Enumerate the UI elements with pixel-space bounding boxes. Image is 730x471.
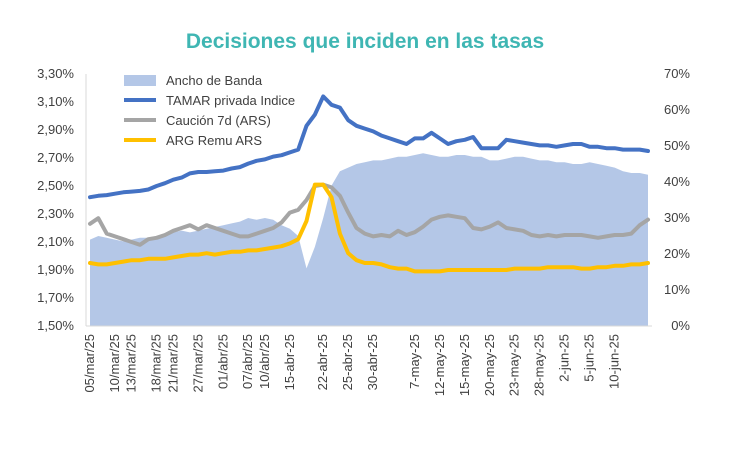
x-tick-label: 21/mar/25 (165, 334, 180, 393)
legend-label: ARG Remu ARS (166, 133, 262, 148)
left-tick-label: 3,30% (37, 66, 74, 81)
legend-label: Caución 7d (ARS) (166, 113, 271, 128)
series-area-ancho-de-banda (90, 153, 648, 326)
x-tick-label: 25-abr-25 (340, 334, 355, 390)
x-tick-label: 01/abr/25 (215, 334, 230, 389)
left-tick-label: 1,50% (37, 318, 74, 333)
series-line-2 (88, 182, 650, 274)
left-tick-label: 3,10% (37, 94, 74, 109)
x-tick-label: 15-may-25 (457, 334, 472, 396)
x-tick-label: 23-may-25 (507, 334, 522, 396)
legend-label: Ancho de Banda (166, 73, 263, 88)
x-tick-label: 22-abr-25 (315, 334, 330, 390)
x-tick-label: 13/mar/25 (124, 334, 139, 393)
legend-swatch-area (124, 75, 156, 86)
series-line-1 (88, 182, 650, 247)
right-tick-label: 70% (664, 66, 690, 81)
x-tick-label: 10/abr/25 (257, 334, 272, 389)
chart-title: Decisiones que inciden en las tasas (185, 30, 545, 53)
x-tick-label: 27/mar/25 (190, 334, 205, 393)
left-tick-label: 2,30% (37, 206, 74, 221)
x-tick-label: 20-may-25 (482, 334, 497, 396)
right-tick-label: 40% (664, 174, 690, 189)
left-tick-label: 1,70% (37, 290, 74, 305)
x-tick-label: 30-abr-25 (365, 334, 380, 390)
left-tick-label: 1,90% (37, 262, 74, 277)
legend-label: TAMAR privada Indice (166, 93, 295, 108)
right-tick-label: 50% (664, 138, 690, 153)
x-tick-label: 05/mar/25 (82, 334, 97, 393)
left-tick-label: 2,90% (37, 122, 74, 137)
x-tick-label: 5-jun-25 (582, 334, 597, 382)
x-tick-label: 15-abr-25 (282, 334, 297, 390)
right-tick-label: 10% (664, 282, 690, 297)
x-tick-label: 10-jun-25 (607, 334, 622, 389)
x-tick-label: 07/abr/25 (240, 334, 255, 389)
x-tick-label: 12-may-25 (432, 334, 447, 396)
x-tick-label: 28-may-25 (532, 334, 547, 396)
left-tick-label: 2,50% (37, 178, 74, 193)
left-tick-label: 2,10% (37, 234, 74, 249)
left-tick-label: 2,70% (37, 150, 74, 165)
right-tick-label: 30% (664, 210, 690, 225)
right-tick-label: 60% (664, 102, 690, 117)
x-tick-label: 18/mar/25 (149, 334, 164, 393)
right-tick-label: 20% (664, 246, 690, 261)
x-tick-label: 2-jun-25 (557, 334, 572, 382)
x-tick-label: 7-may-25 (407, 334, 422, 389)
right-tick-label: 0% (671, 318, 690, 333)
x-tick-label: 10/mar/25 (107, 334, 122, 393)
series-line-0 (88, 94, 650, 200)
